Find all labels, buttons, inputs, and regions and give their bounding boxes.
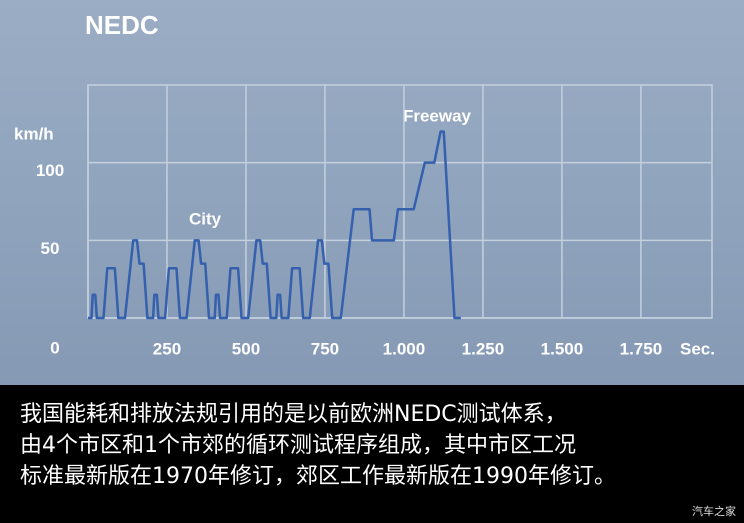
y-tick-label: 50 [41, 239, 60, 258]
chart: NEDC km/h Sec. City Freeway 0 50 100 250 500… [0, 0, 744, 385]
caption-line: 我国能耗和排放法规引用的是以前欧洲NEDC测试体系， [20, 402, 567, 427]
x-tick-label: 500 [232, 339, 260, 358]
x-tick-label: 1.250 [462, 339, 505, 358]
chart-title: NEDC [85, 10, 159, 40]
y-tick-label: 0 [50, 338, 59, 357]
annotation: Freeway [403, 106, 472, 125]
x-tick-label: 750 [311, 339, 339, 358]
x-tick-label: 250 [153, 339, 181, 358]
caption-line: 标准最新版在1970年修订，郊区工作最新版在1990年修订。 [20, 464, 616, 489]
x-tick-label: 1.000 [383, 339, 426, 358]
x-tick-label: 1.750 [620, 339, 663, 358]
x-axis-label: Sec. [680, 339, 715, 358]
speed-line [88, 130, 461, 320]
caption: 我国能耗和排放法规引用的是以前欧洲NEDC测试体系， 由4个市区和1个市郊的循环测… [0, 385, 744, 523]
y-axis-label: km/h [14, 124, 54, 143]
y-tick-label: 100 [36, 161, 64, 180]
caption-line: 由4个市区和1个市郊的循环测试程序组成，其中市区工况 [20, 433, 576, 458]
plot-frame [87, 84, 713, 319]
watermark: 汽车之家 [692, 505, 736, 518]
x-tick-label: 1.500 [541, 339, 584, 358]
annotation: City [189, 209, 222, 228]
